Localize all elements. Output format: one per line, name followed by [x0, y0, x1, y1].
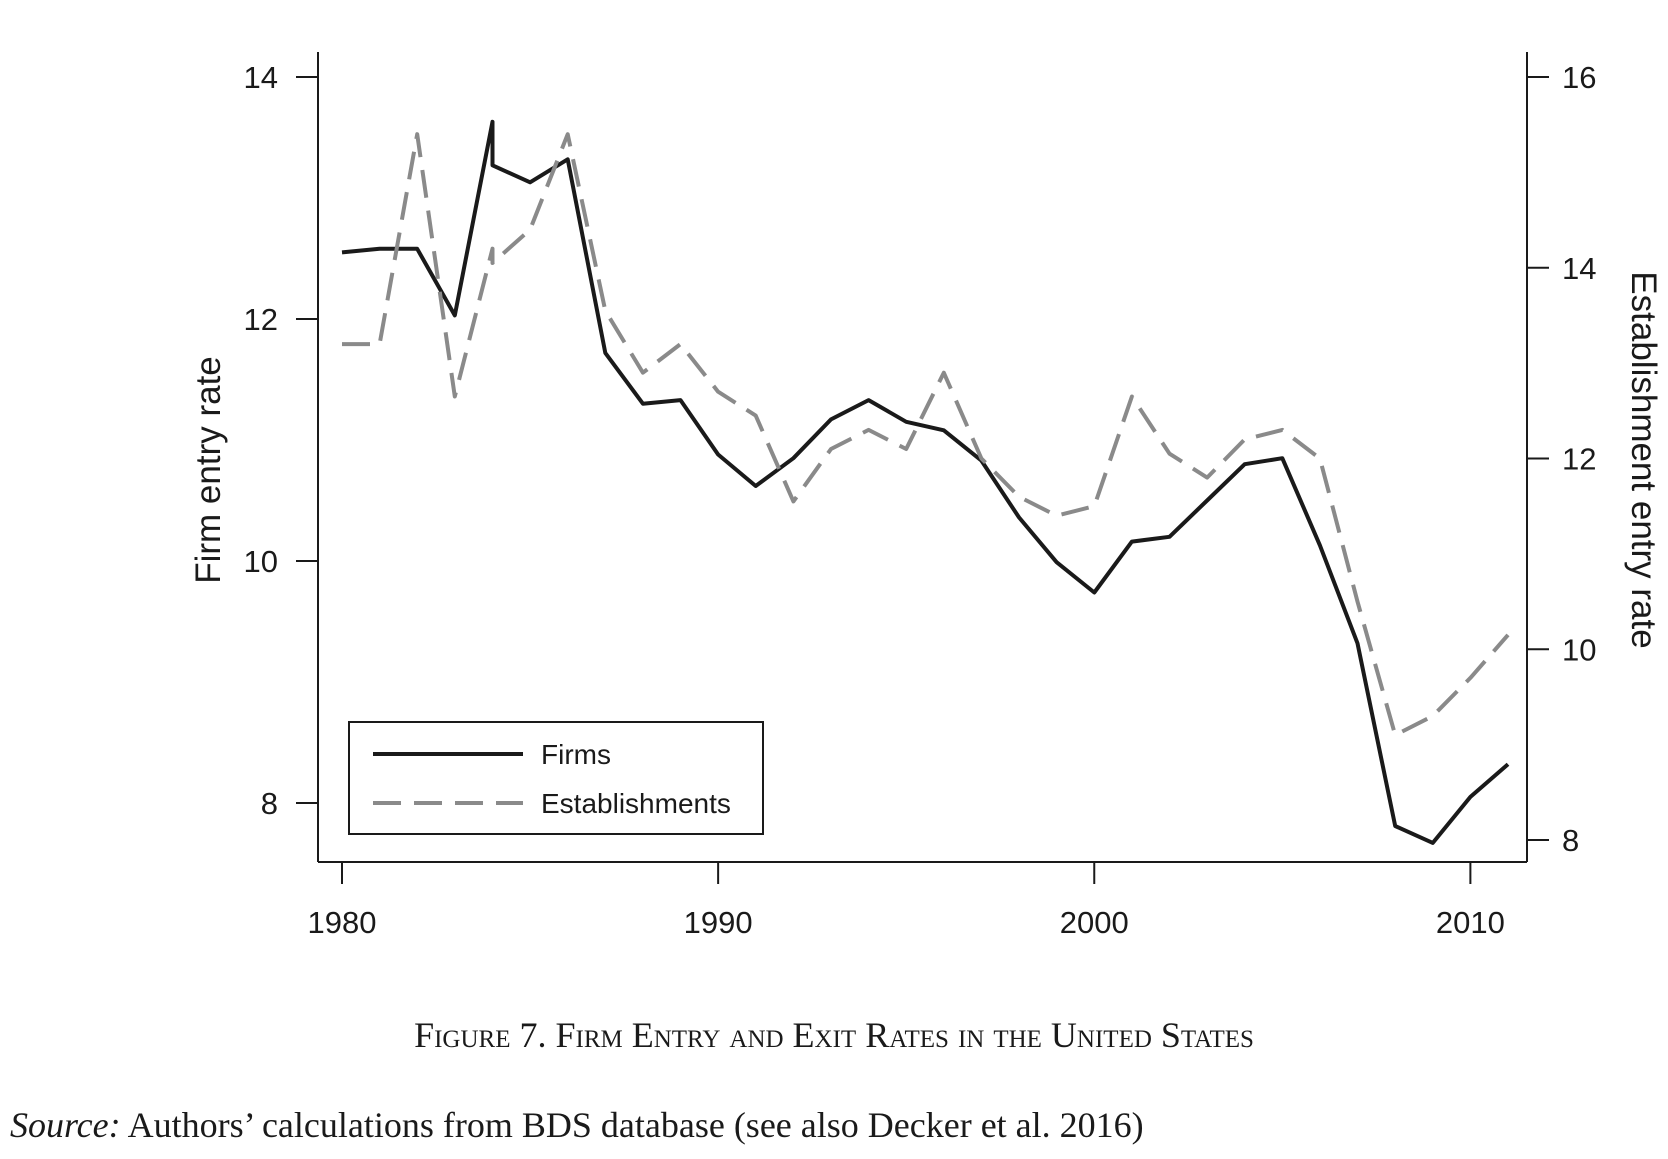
source-label: Source:: [10, 1105, 121, 1145]
y2-tick-label: 10: [1562, 632, 1596, 667]
x-tick-label: 1990: [684, 905, 753, 940]
y2-tick-label: 14: [1562, 251, 1596, 286]
y2-tick-label: 8: [1562, 823, 1579, 858]
y-tick-label: 8: [261, 786, 278, 821]
legend-label-establishments: Establishments: [541, 788, 731, 819]
figure-source: Source: Authors’ calculations from BDS d…: [10, 1104, 1144, 1146]
y2-axis-title: Establishment entry rate: [1624, 271, 1663, 648]
y-axis-title: Firm entry rate: [189, 356, 228, 584]
series-line-firms: [341, 119, 1510, 845]
source-text: Authors’ calculations from BDS database …: [120, 1105, 1144, 1145]
legend-label-firms: Firms: [541, 739, 611, 770]
y-tick-label: 12: [244, 302, 278, 337]
y-tick-label: 10: [244, 544, 278, 579]
y-tick-label: 14: [244, 60, 278, 95]
y2-tick-label: 12: [1562, 442, 1596, 477]
x-tick-label: 2010: [1436, 905, 1505, 940]
x-tick-label: 1980: [308, 905, 377, 940]
figure-caption: Figure 7. Firm Entry and Exit Rates in t…: [414, 1015, 1254, 1055]
axes: 8 10 12 14 8 10 12 14 16 1980 1990 2000 2010 Firm ent…: [189, 52, 1663, 940]
y2-tick-label: 16: [1562, 60, 1596, 95]
x-tick-label: 2000: [1060, 905, 1129, 940]
legend-box: [348, 721, 764, 835]
series-line-establishments: [342, 132, 1510, 738]
legend: Firms Establishments: [348, 721, 764, 835]
series-lines: [341, 119, 1510, 845]
